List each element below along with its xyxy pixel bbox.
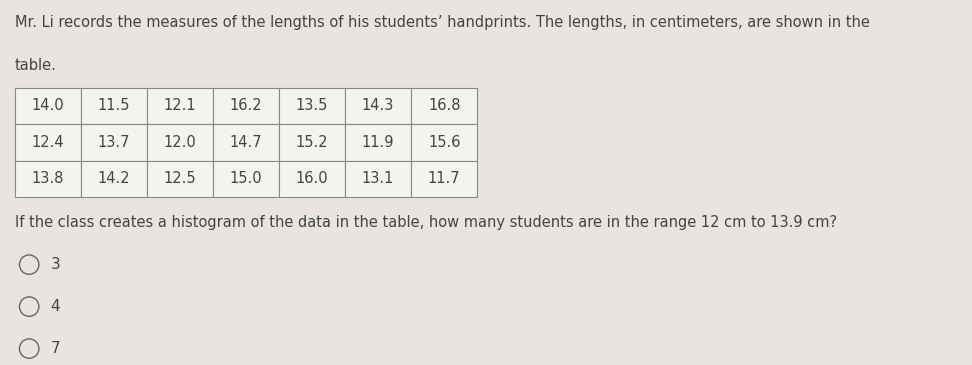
Bar [15,124,81,161]
Ellipse shape [19,339,39,358]
Bar [411,161,477,197]
Text: 14.2: 14.2 [97,171,130,187]
Text: 15.6: 15.6 [428,135,461,150]
Ellipse shape [19,297,39,316]
Text: 11.5: 11.5 [97,98,130,114]
Bar [213,88,279,124]
Bar [15,161,81,197]
Bar [279,124,345,161]
Bar [213,124,279,161]
Bar [213,161,279,197]
Text: 12.0: 12.0 [163,135,196,150]
Text: 14.3: 14.3 [362,98,395,114]
Text: 12.4: 12.4 [31,135,64,150]
Bar [147,161,213,197]
Text: 7: 7 [51,341,60,356]
Bar [279,88,345,124]
Text: 11.7: 11.7 [428,171,461,187]
Text: 12.1: 12.1 [163,98,196,114]
Bar [81,124,147,161]
Ellipse shape [19,255,39,274]
Text: 4: 4 [51,299,60,314]
Text: 13.5: 13.5 [295,98,329,114]
Bar [147,88,213,124]
Text: 16.0: 16.0 [295,171,329,187]
Text: 15.2: 15.2 [295,135,329,150]
Text: table.: table. [15,58,56,73]
Text: 15.0: 15.0 [229,171,262,187]
Text: 14.0: 14.0 [31,98,64,114]
Bar [81,161,147,197]
Text: 16.8: 16.8 [428,98,461,114]
Bar [147,124,213,161]
Text: 13.7: 13.7 [97,135,130,150]
Text: 14.7: 14.7 [229,135,262,150]
Text: 12.5: 12.5 [163,171,196,187]
Bar [279,161,345,197]
Text: 13.8: 13.8 [31,171,64,187]
Bar [411,88,477,124]
Bar [15,88,81,124]
Text: 13.1: 13.1 [362,171,395,187]
Text: 11.9: 11.9 [362,135,395,150]
Text: If the class creates a histogram of the data in the table, how many students are: If the class creates a histogram of the … [15,215,837,230]
Text: Mr. Li records the measures of the lengths of his students’ handprints. The leng: Mr. Li records the measures of the lengt… [15,15,870,30]
Bar [345,88,411,124]
Text: 3: 3 [51,257,60,272]
Bar [411,124,477,161]
Bar [81,88,147,124]
Bar [345,161,411,197]
Text: 16.2: 16.2 [229,98,262,114]
Bar [345,124,411,161]
